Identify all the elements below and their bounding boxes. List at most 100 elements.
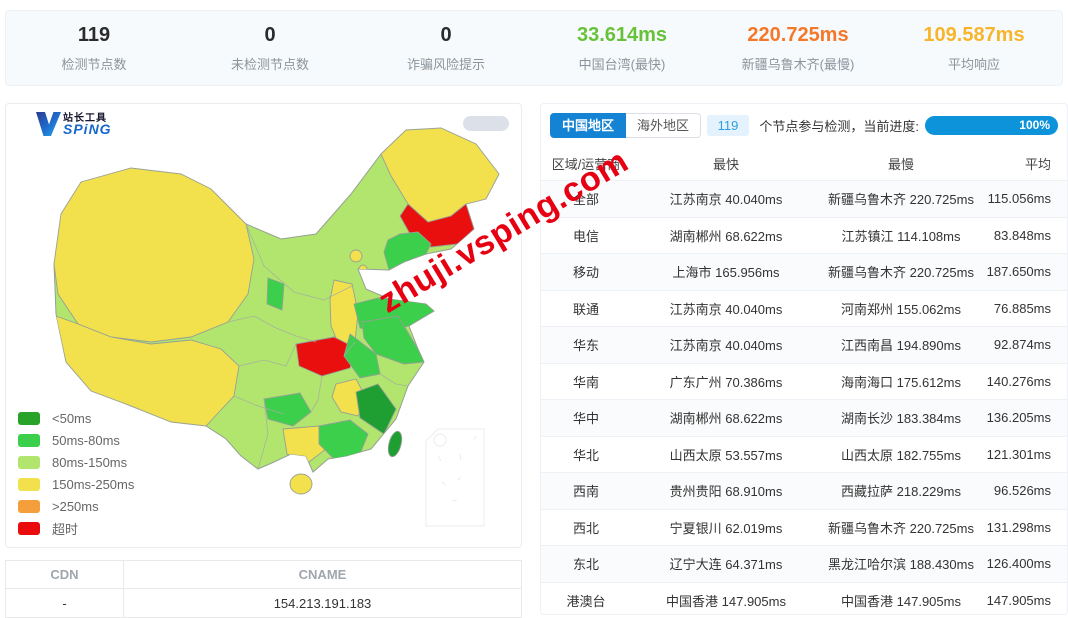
map-province (295, 336, 357, 377)
region-cell: 华北 (572, 447, 599, 463)
table-row: 华南 广东广州 70.386ms 海南海口 175.612ms 140.276ms (541, 362, 1067, 400)
slowest-cell: 黑龙江哈尔滨 188.430ms (828, 557, 974, 573)
average-cell: 121.301ms (986, 446, 1051, 462)
stat-item: 119 检测节点数 (6, 23, 182, 73)
cdn-header: CDN (5, 560, 124, 589)
legend-label: 80ms-150ms (52, 455, 128, 470)
logo-line2: SPiNG (63, 121, 112, 137)
legend-label: >250ms (52, 499, 99, 514)
cname-header: CNAME (123, 560, 522, 589)
map-province (383, 231, 432, 271)
legend-label: <50ms (52, 411, 92, 426)
map-province (54, 167, 255, 343)
sea-inset (425, 428, 485, 527)
region-cell: 华东 (572, 338, 599, 354)
stat-value: 119 (77, 24, 111, 46)
fastest-cell: 辽宁大连 64.371ms (669, 557, 783, 573)
map-toolbar-button[interactable] (463, 116, 509, 131)
region-cell: 电信 (572, 228, 599, 244)
legend-label: 50ms-80ms (52, 433, 120, 448)
average-cell: 126.400ms (986, 556, 1051, 572)
map-province (355, 383, 397, 435)
region-cell: 西北 (572, 520, 599, 536)
stat-value: 0 (264, 24, 276, 46)
legend-swatch (18, 522, 40, 535)
region-cell: 港澳台 (566, 593, 606, 609)
fastest-cell: 贵州贵阳 68.910ms (669, 484, 783, 500)
region-cell: 西南 (572, 484, 599, 500)
cname-value: 154.213.191.183 (123, 588, 522, 618)
stat-label: 中国台湾(最快) (578, 57, 666, 72)
region-cell: 全部 (572, 192, 599, 208)
progress-text: 个节点参与检测，当前进度: (759, 118, 919, 134)
average-cell: 83.848ms (993, 227, 1051, 243)
fastest-cell: 中国香港 147.905ms (666, 593, 786, 609)
legend-swatch (18, 412, 40, 425)
logo-text: 站长工具 SPiNG (63, 113, 112, 137)
site-logo[interactable]: 站长工具 SPiNG (36, 112, 112, 136)
slowest-cell: 西藏拉萨 218.229ms (841, 484, 961, 500)
table-row: 华北 山西太原 53.557ms 山西太原 182.755ms 121.301ms (541, 435, 1067, 473)
tab-overseas-region[interactable]: 海外地区 (626, 112, 702, 138)
stat-label: 新疆乌鲁木齐(最慢) (741, 57, 855, 72)
table-row: 东北 辽宁大连 64.371ms 黑龙江哈尔滨 188.430ms 126.400ms (541, 545, 1067, 582)
legend-swatch (18, 500, 40, 513)
map-province (266, 277, 285, 311)
progress-value: 100% (1019, 118, 1050, 132)
slowest-cell: 江西南昌 194.890ms (841, 338, 961, 354)
fastest-cell: 湖南郴州 68.622ms (669, 411, 783, 427)
region-cell: 华中 (572, 411, 599, 427)
col-header-average: 平均 (1024, 156, 1051, 172)
slowest-cell: 中国香港 147.905ms (841, 593, 961, 609)
china-map (53, 127, 500, 527)
col-header-region: 区域/运营商 (551, 156, 621, 172)
table-row: 西南 贵州贵阳 68.910ms 西藏拉萨 218.229ms 96.526ms (541, 472, 1067, 509)
region-cell: 东北 (572, 557, 599, 573)
col-header-slowest: 最慢 (887, 156, 914, 172)
stat-value: 220.725ms (747, 24, 849, 46)
map-province (349, 249, 363, 263)
fastest-cell: 广东广州 70.386ms (669, 374, 783, 390)
average-cell: 76.885ms (993, 300, 1051, 316)
table-row: 西北 宁夏银川 62.019ms 新疆乌鲁木齐 220.725ms 131.298ms (541, 508, 1067, 546)
region-cell: 联通 (572, 301, 599, 317)
region-tabs: 中国地区 海外地区 (550, 112, 702, 138)
slowest-cell: 湖南长沙 183.384ms (841, 411, 961, 427)
stat-value: 33.614ms (576, 24, 668, 46)
results-table: 区域/运营商 最快 最慢 平均 全部 江苏南京 40.040ms 新疆乌鲁木齐 22… (541, 146, 1067, 618)
map-panel: 站长工具 SPiNG <50ms 50ms-80ms 80ms-150ms 150ms… (5, 103, 522, 548)
average-cell: 136.205ms (986, 410, 1051, 426)
average-cell: 96.526ms (993, 483, 1051, 499)
results-rows: 全部 江苏南京 40.040ms 新疆乌鲁木齐 220.725ms 115.056ms… (541, 180, 1067, 618)
table-row: 联通 江苏南京 40.040ms 河南郑州 155.062ms 76.885ms (541, 289, 1067, 327)
logo-v-icon (36, 112, 61, 136)
slowest-cell: 新疆乌鲁木齐 220.725ms (828, 192, 974, 208)
table-row: 华中 湖南郴州 68.622ms 湖南长沙 183.384ms 136.205ms (541, 399, 1067, 436)
logo-line1: 站长工具 (63, 113, 107, 124)
tab-china-region[interactable]: 中国地区 (550, 112, 627, 138)
results-header: 中国地区 海外地区 119 个节点参与检测，当前进度: 100% (541, 104, 1067, 146)
legend-item: >250ms (18, 496, 134, 517)
table-row: 港澳台 中国香港 147.905ms 中国香港 147.905ms 147.905ms (541, 581, 1067, 618)
legend-item: 80ms-150ms (18, 452, 134, 473)
stat-item: 220.725ms 新疆乌鲁木齐(最慢) (710, 23, 886, 73)
stat-value: 109.587ms (923, 24, 1025, 46)
legend-swatch (18, 434, 40, 447)
stat-value: 0 (440, 24, 452, 46)
stat-label: 诈骗风险提示 (406, 57, 485, 72)
stat-label: 平均响应 (947, 57, 1000, 72)
node-count-badge: 119 (706, 114, 750, 136)
legend-item: 50ms-80ms (18, 430, 134, 451)
slowest-cell: 江苏镇江 114.108ms (841, 228, 961, 244)
slowest-cell: 海南海口 175.612ms (841, 374, 961, 390)
table-row: 电信 湖南郴州 68.622ms 江苏镇江 114.108ms 83.848ms (541, 216, 1067, 254)
stat-item: 0 未检测节点数 (182, 23, 358, 73)
slowest-cell: 新疆乌鲁木齐 220.725ms (828, 520, 974, 536)
col-header-fastest: 最快 (712, 156, 739, 172)
fastest-cell: 江苏南京 40.040ms (669, 301, 783, 317)
legend-label: 150ms-250ms (52, 477, 135, 492)
table-row: 全部 江苏南京 40.040ms 新疆乌鲁木齐 220.725ms 115.056ms (541, 180, 1067, 217)
slowest-cell: 山西太原 182.755ms (841, 447, 961, 463)
cdn-value: - (5, 588, 124, 618)
